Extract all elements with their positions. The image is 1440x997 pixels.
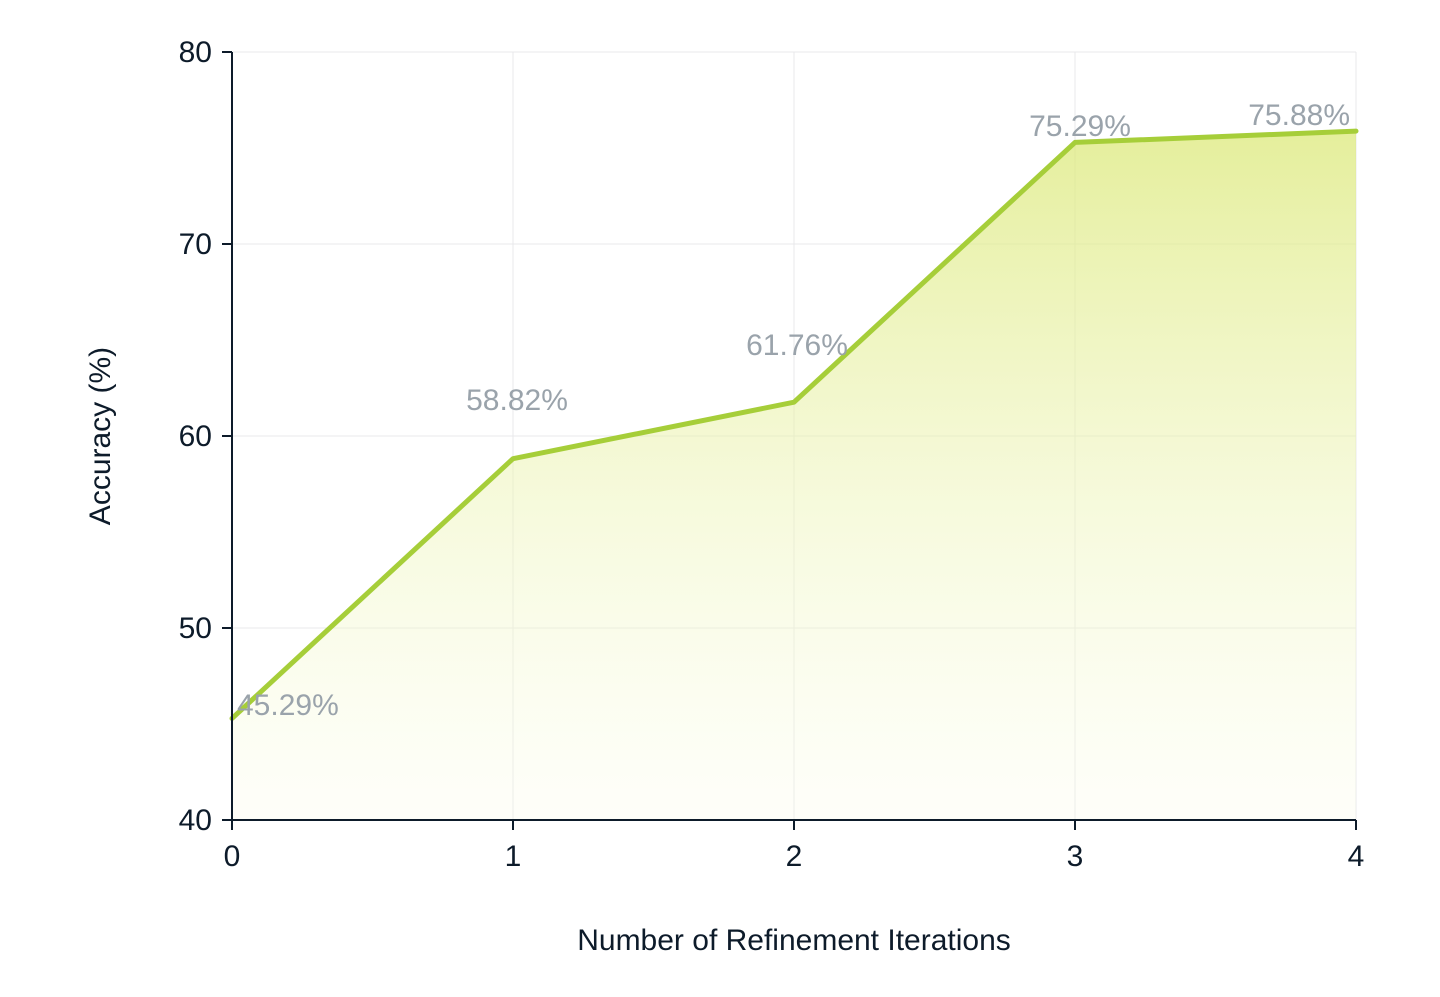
y-tick-label: 70 xyxy=(179,228,212,261)
y-tick-label: 40 xyxy=(179,804,212,837)
chart-svg: 0 1 2 3 4 40 50 60 70 80 45.29% 58.82% 61.76% 75.29% 7… xyxy=(0,0,1440,997)
x-tick-label: 2 xyxy=(786,840,803,873)
accuracy-chart: 0 1 2 3 4 40 50 60 70 80 45.29% 58.82% 61.76% 75.29% 7… xyxy=(0,0,1440,997)
data-point-label: 45.29% xyxy=(237,689,339,722)
y-tick-label: 80 xyxy=(179,36,212,69)
x-tick-label: 1 xyxy=(505,840,522,873)
x-tick-label: 0 xyxy=(224,840,241,873)
data-point-label: 61.76% xyxy=(746,329,848,362)
x-tick-label: 4 xyxy=(1348,840,1365,873)
x-axis-label: Number of Refinement Iterations xyxy=(577,924,1011,957)
y-tick-label: 60 xyxy=(179,420,212,453)
y-tick-label: 50 xyxy=(179,612,212,645)
x-tick-label: 3 xyxy=(1067,840,1084,873)
data-point-label: 58.82% xyxy=(466,384,568,417)
y-axis-label: Accuracy (%) xyxy=(84,347,117,525)
data-point-label: 75.29% xyxy=(1029,110,1131,143)
data-point-label: 75.88% xyxy=(1248,99,1350,132)
